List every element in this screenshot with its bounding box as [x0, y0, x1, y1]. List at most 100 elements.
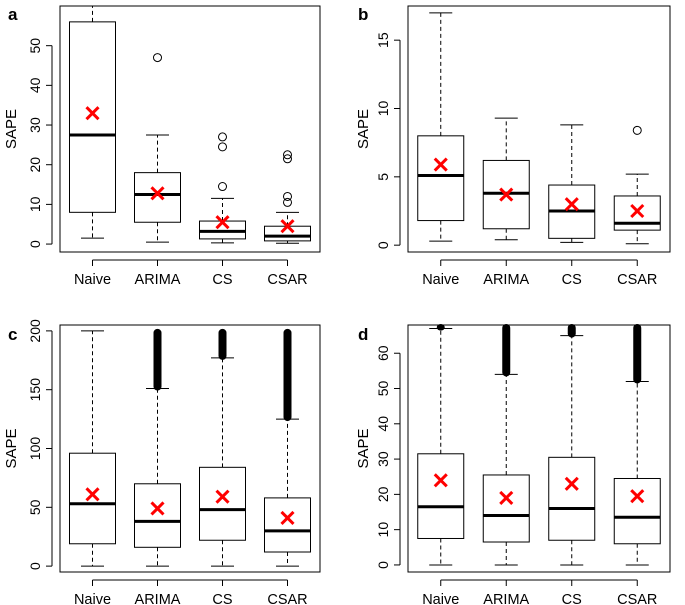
- x-tick-label: CSAR: [267, 592, 307, 605]
- outlier-band: [567, 324, 576, 338]
- y-tick-label: 20: [27, 157, 43, 173]
- box-arima: [482, 117, 530, 241]
- x-tick-label: CSAR: [617, 272, 657, 288]
- box-csar: [613, 324, 661, 566]
- mean-marker: [215, 215, 230, 230]
- mean-marker: [564, 197, 579, 212]
- panel-b: b 0 5 10 15 SAPE Naive ARIMA CS CSAR: [355, 5, 671, 288]
- box-cs: [199, 132, 246, 244]
- x-tick-label: ARIMA: [135, 592, 181, 605]
- y-axis-label: SAPE: [3, 428, 20, 468]
- x-tick-label: Naive: [422, 272, 459, 288]
- box-cs: [548, 124, 596, 243]
- iqr-box: [199, 466, 246, 541]
- outlier-point: [218, 182, 227, 192]
- outlier-point: [218, 142, 227, 152]
- outlier-point: [218, 132, 227, 142]
- iqr-box: [548, 456, 596, 541]
- x-tick-label: CS: [212, 272, 232, 288]
- y-tick-label: 10: [27, 196, 43, 212]
- outlier-band: [502, 324, 511, 377]
- x-tick-label: Naive: [422, 592, 459, 605]
- mean-marker: [280, 219, 295, 234]
- box-naive: [69, 330, 116, 567]
- iqr-box: [134, 483, 181, 548]
- y-axis-label: SAPE: [355, 428, 372, 468]
- outlier-point: [283, 154, 292, 164]
- iqr-box: [417, 135, 465, 222]
- y-axis-label: SAPE: [3, 109, 20, 149]
- outlier-band: [633, 324, 642, 384]
- box-csar: [613, 125, 661, 245]
- iqr-box: [69, 452, 116, 545]
- outlier-band: [153, 328, 162, 391]
- x-tick-label: ARIMA: [135, 272, 181, 288]
- y-tick-label: 40: [375, 416, 391, 432]
- x-tick-label: CS: [212, 592, 232, 605]
- panel-label: b: [358, 5, 368, 24]
- y-tick-label: 30: [375, 451, 391, 467]
- plot-frame: [59, 324, 321, 573]
- box-cs: [548, 324, 596, 566]
- y-tick-label: 0: [375, 561, 391, 569]
- y-tick-label: 100: [27, 437, 43, 461]
- mean-marker: [150, 501, 165, 516]
- y-tick-label: 30: [27, 117, 43, 133]
- panel-label: d: [358, 325, 368, 344]
- y-tick-label: 10: [375, 522, 391, 538]
- mean-marker: [499, 187, 514, 202]
- panel-label: c: [8, 325, 17, 344]
- y-tick-label: 10: [375, 101, 391, 117]
- y-tick-label: 0: [27, 562, 43, 570]
- iqr-box: [482, 474, 530, 543]
- outlier-band: [218, 328, 227, 360]
- mean-marker: [433, 473, 448, 488]
- x-tick-label: Naive: [74, 592, 111, 605]
- x-tick-label: ARIMA: [483, 592, 529, 605]
- y-tick-label: 50: [27, 38, 43, 54]
- plot-frame: [59, 5, 321, 253]
- outlier-point: [283, 197, 292, 207]
- mean-marker: [280, 510, 295, 525]
- box-csar: [264, 150, 311, 244]
- y-tick-label: 200: [27, 319, 43, 343]
- y-tick-label: 50: [375, 381, 391, 397]
- box-arima: [134, 53, 181, 243]
- iqr-box: [264, 497, 311, 553]
- outlier-band: [283, 328, 292, 422]
- x-tick-label: CSAR: [617, 592, 657, 605]
- mean-marker: [564, 476, 579, 491]
- mean-marker: [433, 157, 448, 172]
- mean-marker: [85, 106, 100, 121]
- x-tick-label: ARIMA: [483, 272, 529, 288]
- x-tick-label: Naive: [74, 272, 111, 288]
- y-tick-label: 40: [27, 77, 43, 93]
- iqr-box: [134, 172, 181, 223]
- panel-d: d 0 10 20 30 40 50 60 SAPE Naive ARIMA CS CSAR: [355, 324, 671, 605]
- outlier-point: [632, 125, 642, 135]
- y-tick-label: 60: [375, 345, 391, 361]
- outlier-point: [153, 53, 162, 63]
- box-arima: [134, 328, 181, 567]
- x-tick-label: CS: [562, 592, 582, 605]
- outlier-point: [283, 150, 292, 160]
- iqr-box: [264, 225, 311, 242]
- outlier-point: [283, 191, 292, 201]
- y-tick-label: 15: [375, 32, 391, 48]
- panel-a: a 0 10 20 30 40 50 SAPE Naive ARIMA CS CSAR: [3, 5, 321, 288]
- plot-frame: [407, 5, 671, 253]
- y-tick-label: 50: [27, 499, 43, 515]
- mean-marker: [630, 489, 645, 504]
- panel-label: a: [8, 5, 18, 24]
- mean-marker: [499, 490, 514, 505]
- y-tick-label: 20: [375, 486, 391, 502]
- mean-marker: [215, 489, 230, 504]
- box-naive: [417, 324, 465, 566]
- x-tick-label: CS: [562, 272, 582, 288]
- iqr-box: [69, 21, 116, 213]
- box-csar: [264, 328, 311, 567]
- x-tick-label: CSAR: [267, 272, 307, 288]
- y-tick-label: 0: [27, 240, 43, 248]
